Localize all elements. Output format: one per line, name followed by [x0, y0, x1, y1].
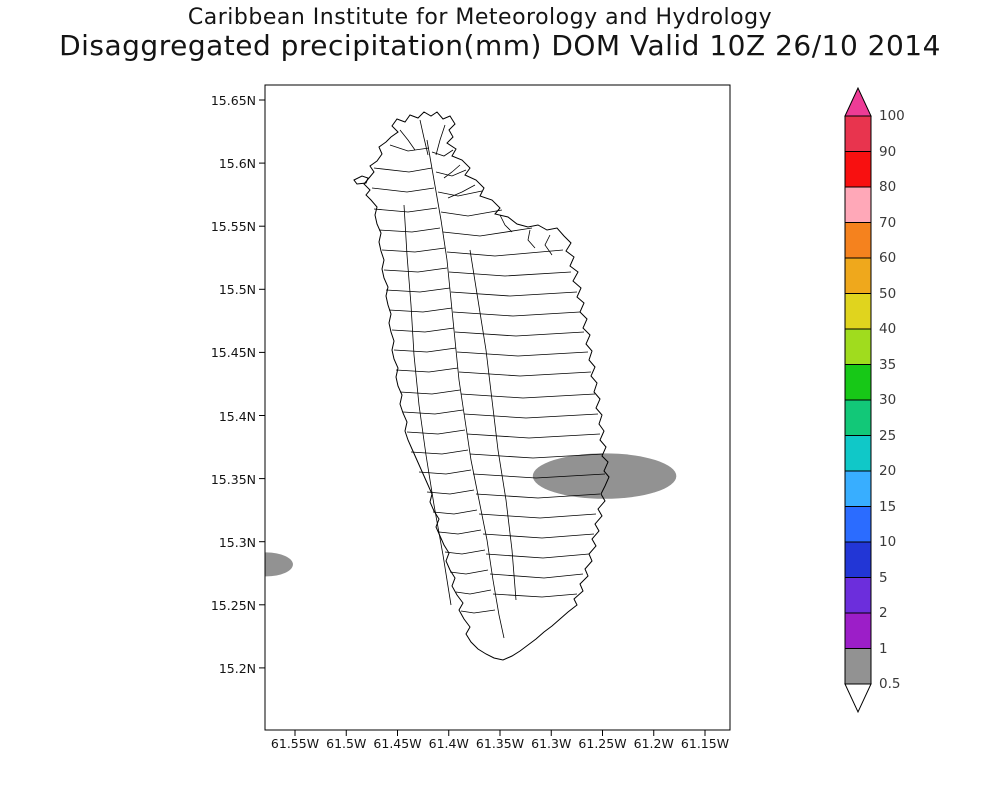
- lat-tick-label: 15.65N: [210, 93, 256, 108]
- colorbar-tick-label: 90: [879, 143, 897, 160]
- precip-shaded-region: [532, 453, 677, 499]
- colorbar-tick-label: 20: [879, 463, 897, 479]
- precip-shaded-region: [265, 552, 293, 577]
- colorbar-tick-label: 50: [879, 285, 897, 302]
- colorbar-tick-label: 15: [879, 498, 897, 515]
- colorbar: [844, 86, 872, 714]
- colorbar-tick-label: 40: [879, 321, 897, 337]
- watershed-ridge-lines: [399, 119, 553, 639]
- colorbar-tick-label: 70: [879, 214, 897, 231]
- colorbar-scale-labels: 100 90 80 70 60 50 40 35 30 25 20 15 10 5 2 1 0.5: [879, 0, 939, 800]
- lat-tick-label: 15.35N: [210, 471, 256, 487]
- colorbar-band: [844, 541, 872, 578]
- colorbar-band: [844, 506, 872, 543]
- colorbar-tick-label: 35: [879, 356, 897, 373]
- latitude-axis: 15.65N 15.6N 15.55N 15.5N 15.45N 15.4N 15.35N 1…: [150, 0, 260, 800]
- colorbar-tick-label: 2: [879, 605, 888, 621]
- lon-tick-label: 61.35W: [475, 736, 525, 751]
- colorbar-band: [844, 186, 872, 223]
- lon-tick-label: 61.4W: [428, 736, 469, 751]
- lat-tick-label: 15.2N: [218, 660, 256, 676]
- precipitation-shading-layer: [265, 453, 677, 577]
- axis-ticks: [259, 99, 706, 736]
- colorbar-band: [844, 328, 872, 365]
- colorbar-band: [844, 399, 872, 436]
- lon-tick-label: 61.5W: [326, 736, 367, 751]
- lat-tick-label: 15.3N: [218, 534, 256, 550]
- colorbar-arrow-down: [844, 683, 872, 714]
- watershed-boundaries-east: [431, 149, 606, 598]
- colorbar-tick-label: 5: [879, 569, 888, 586]
- colorbar-band: [844, 470, 872, 507]
- watershed-boundaries-west: [371, 144, 496, 614]
- colorbar-band: [844, 151, 872, 188]
- colorbar-tick-label: 30: [879, 392, 897, 408]
- colorbar-tick-label: 0.5: [879, 676, 901, 692]
- lat-tick-label: 15.55N: [210, 219, 256, 235]
- plot-frame: [264, 84, 731, 731]
- offshore-islet: [353, 175, 369, 185]
- colorbar-band: [844, 293, 872, 330]
- colorbar-tick-label: 80: [879, 179, 897, 195]
- lon-tick-label: 61.45W: [373, 736, 422, 751]
- lon-tick-label: 61.15W: [680, 736, 730, 751]
- lat-tick-label: 15.25N: [210, 597, 256, 613]
- lat-tick-label: 15.6N: [218, 156, 256, 172]
- lat-tick-label: 15.4N: [218, 408, 256, 424]
- colorbar-band: [844, 612, 872, 649]
- lon-tick-label: 61.2W: [633, 736, 674, 751]
- colorbar-tick-label: 100: [879, 108, 905, 124]
- lat-tick-label: 15.45N: [210, 345, 256, 361]
- lat-tick-label: 15.5N: [218, 282, 256, 298]
- dominica-coastline: [363, 111, 610, 661]
- plot-title: Disaggregated precipitation(mm) DOM Vali…: [59, 29, 941, 62]
- colorbar-tick-label: 10: [879, 534, 897, 550]
- colorbar-tick-label: 1: [879, 640, 888, 657]
- colorbar-tick-label: 25: [879, 427, 897, 444]
- colorbar-band: [844, 435, 872, 472]
- lon-tick-label: 61.3W: [531, 736, 572, 751]
- lon-tick-label: 61.55W: [270, 736, 320, 751]
- institution-title: Caribbean Institute for Meteorology and …: [187, 5, 773, 30]
- colorbar-tick-label: 60: [879, 250, 897, 266]
- lon-tick-label: 61.25W: [578, 736, 627, 751]
